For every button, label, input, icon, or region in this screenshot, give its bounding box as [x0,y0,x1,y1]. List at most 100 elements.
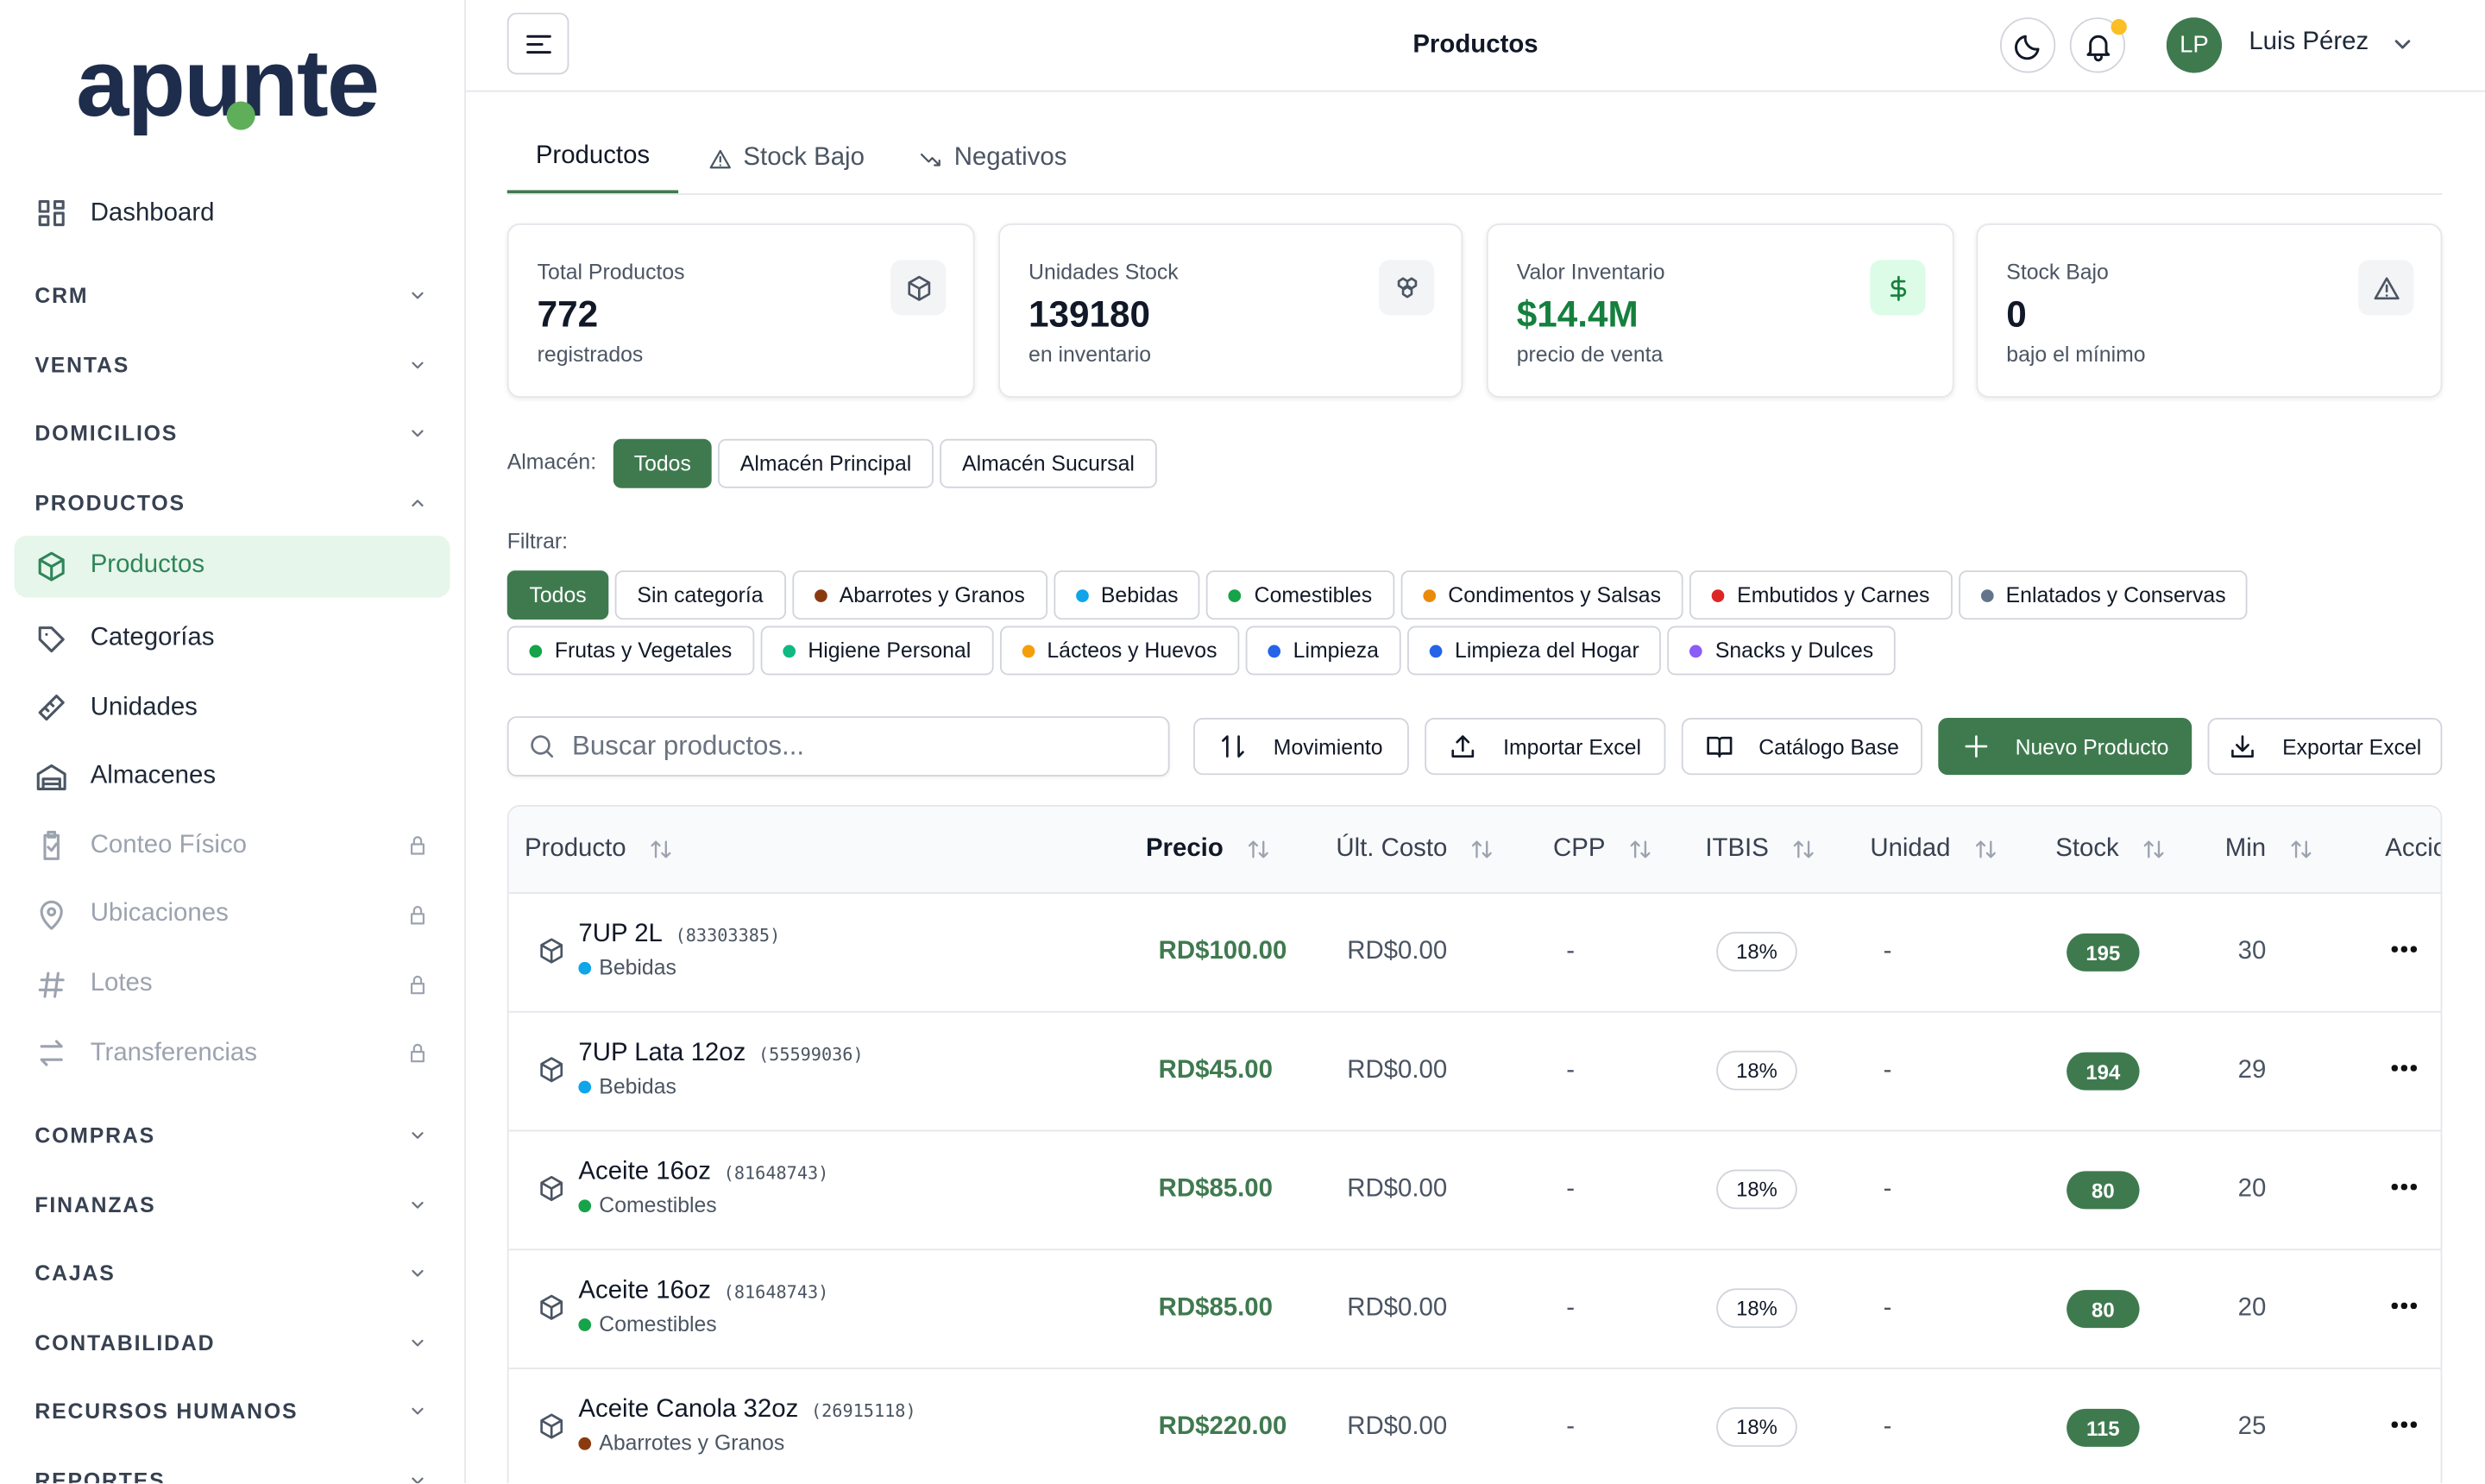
filter-chip[interactable]: Snacks y Dulces [1667,626,1896,676]
filter-chip[interactable]: Lácteos y Huevos [999,626,1240,676]
chevron-icon [412,362,424,368]
chevron [406,1468,430,1484]
stat-icon-svg [907,274,930,300]
nav-section[interactable]: COMPRAS [15,1101,450,1170]
column-header[interactable]: Unidad [1870,807,1997,892]
row-actions[interactable] [2391,1184,2417,1190]
theme-button[interactable] [1999,17,2056,73]
nav-icon [38,551,65,582]
filter-chip[interactable]: Sin categoría [614,570,786,620]
avatar[interactable]: LP [2166,17,2223,73]
search-placeholder: Buscar productos... [572,730,805,761]
chevron-icon [412,430,424,437]
tab[interactable]: Negativos [919,123,1066,193]
nav-section[interactable]: DOMICILIOS [15,399,450,468]
column-header[interactable]: ITBIS [1705,807,1816,892]
unit: - [1883,1174,1892,1203]
filter-chip[interactable]: Bebidas [1053,570,1201,620]
column-header[interactable]: CPP [1553,807,1653,892]
product-icon [538,1174,566,1203]
nav-section[interactable]: CRM [15,261,450,330]
warehouse-option[interactable]: Almacén Sucursal [940,438,1157,488]
nav-section[interactable]: CAJAS [15,1239,450,1308]
product-name[interactable]: 7UP Lata 12oz [578,1039,746,1067]
product-name[interactable]: 7UP 2L [578,921,663,948]
nav-section[interactable]: FINANZAS [15,1170,450,1239]
filter-chip[interactable]: Abarrotes y Granos [791,570,1047,620]
tab[interactable]: Stock Bajo [708,123,865,193]
toolbar-button[interactable]: Nuevo Producto [1938,718,2192,776]
nav-section[interactable]: REPORTES [15,1446,450,1484]
toolbar-button[interactable]: Catálogo Base [1681,718,1922,776]
filter-chip[interactable]: Enlatados y Conservas [1958,570,2249,620]
nav-link[interactable]: Productos [14,535,450,597]
nav-link[interactable]: Categorías [15,604,450,673]
column-header[interactable]: Acciones [2385,807,2440,892]
product-name[interactable]: Aceite 16oz [578,1158,711,1185]
category-name: Bebidas [599,1074,676,1098]
category-dot [783,644,796,657]
nav-link[interactable]: Dashboard [15,179,450,248]
filter-chip-label: Sin categoría [637,582,764,607]
filter-chip-label: Comestibles [1254,582,1373,607]
row-actions[interactable] [2391,946,2417,952]
category-dot [1075,588,1089,602]
tab-label: Productos [535,142,651,170]
nav-link[interactable]: Ubicaciones [15,881,450,950]
stat-value: 772 [537,292,599,335]
nav-link[interactable]: Almacenes [15,742,450,811]
product-name[interactable]: Aceite Canola 32oz [578,1396,799,1424]
filter-chip[interactable]: Embutidos y Carnes [1689,570,1953,620]
toolbar-button[interactable]: Exportar Excel [2207,718,2443,776]
tab[interactable]: Productos [506,123,679,194]
nav-section[interactable]: RECURSOS HUMANOS [15,1377,450,1446]
nav-link[interactable]: Conteo Físico [15,812,450,881]
filter-chip[interactable]: Limpieza [1245,626,1401,676]
product-category: Comestibles [578,1193,717,1217]
notifications-button[interactable] [2069,17,2126,73]
table-row: Aceite Canola 32oz (26915118) Abarrotes y … [509,1368,2441,1483]
filter-chip[interactable]: Condimentos y Salsas [1400,570,1683,620]
product-name[interactable]: Aceite 16oz [578,1277,711,1305]
column-header[interactable]: Precio [1146,807,1271,892]
nav-link[interactable]: Transferencias [15,1019,450,1088]
menu-button[interactable] [506,12,569,75]
nav-section[interactable]: CONTABILIDAD [15,1308,450,1377]
user-chevron[interactable] [2392,34,2414,56]
stat-value: $14.4M [1516,292,1639,335]
filter-chip[interactable]: Todos [506,570,609,620]
chevron-icon [412,1476,424,1484]
nav-section[interactable]: VENTAS [15,330,450,399]
sort-icon [1793,840,1814,858]
row-actions[interactable] [2391,1421,2417,1427]
stock-badge: 194 [2067,1052,2140,1091]
product-category: Bebidas [578,1074,676,1098]
filter-chip[interactable]: Higiene Personal [760,626,993,676]
dot [2391,1184,2398,1190]
toolbar-icon [2231,735,2255,758]
chevron [406,422,430,446]
toolbar-button[interactable]: Movimiento [1193,718,1409,776]
row-actions[interactable] [2391,1065,2417,1071]
nav-label: PRODUCTOS [35,490,186,515]
column-header[interactable]: Últ. Costo [1336,807,1494,892]
nav-section[interactable]: PRODUCTOS [15,468,450,538]
column-header[interactable]: Producto [525,807,674,892]
warehouse-option[interactable]: Todos [613,438,712,488]
toolbar-button[interactable]: Importar Excel [1425,718,1666,776]
nav-link[interactable]: Unidades [15,673,450,742]
nav-link[interactable]: Lotes [15,950,450,1019]
column-header[interactable]: Stock [2055,807,2167,892]
filter-chip[interactable]: Comestibles [1206,570,1394,620]
warehouse-option[interactable]: Almacén Principal [718,438,934,488]
filter-chip[interactable]: Frutas y Vegetales [506,626,754,676]
column-header[interactable]: Min [2225,807,2313,892]
chevron-icon [412,292,424,299]
toolbar-button-label: Catálogo Base [1758,734,1899,758]
user-name[interactable]: Luis Pérez [2249,28,2369,56]
row-actions[interactable] [2391,1302,2417,1309]
filter-chip[interactable]: Limpieza del Hogar [1406,626,1662,676]
search-box[interactable]: Buscar productos... [506,716,1170,777]
